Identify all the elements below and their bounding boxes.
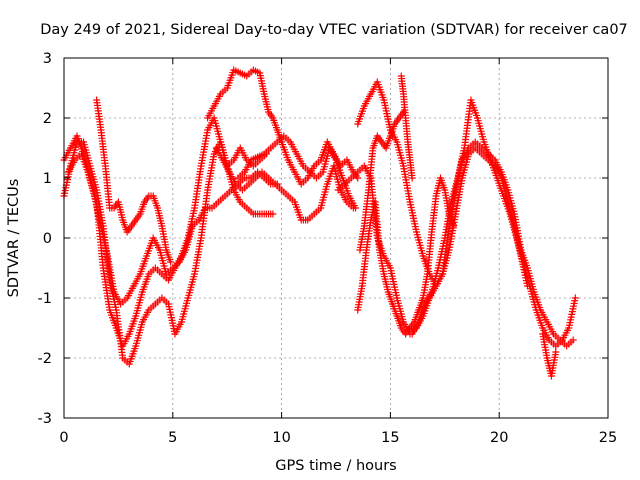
series-track-13 [408,96,579,350]
series-track-7 [234,132,360,212]
x-tick-label: 0 [59,430,68,446]
x-tick-label: 10 [272,430,290,446]
data-point-marker [354,174,362,182]
series-track-4 [93,96,175,266]
series-track-12 [397,72,416,182]
y-tick-labels: -3 -2 -1 0 1 2 3 [38,51,52,427]
x-tick-label: 20 [490,430,508,446]
x-tick-label: 15 [381,430,399,446]
y-tick-label: 0 [43,231,52,247]
data-point-marker [167,258,175,266]
series-track-3 [64,150,281,308]
series-track-10 [356,108,407,254]
y-axis-label: SDTVAR / TECUs [6,179,22,298]
data-point-marker [352,204,360,212]
x-axis-label: GPS time / hours [275,458,396,474]
data-point-marker [408,174,416,182]
series-track-14 [539,330,560,380]
axis-ticks [63,57,609,419]
data-point-marker [569,336,577,344]
x-tick-label: 25 [599,430,617,446]
y-tick-label: 3 [43,51,52,67]
data-point-marker [552,348,560,356]
data-point-marker [450,222,458,230]
y-tick-label: 1 [43,171,52,187]
chart-title: Day 249 of 2021, Sidereal Day-to-day VTE… [40,22,628,38]
data-point-marker [269,210,277,218]
series-track-6 [212,144,357,224]
x-tick-label: 5 [168,430,177,446]
data-points [60,66,579,380]
y-tick-label: -1 [38,291,52,307]
y-tick-label: -3 [38,411,52,427]
data-point-marker [571,294,579,302]
x-tick-labels: 0 5 10 15 20 25 [59,430,617,446]
y-tick-label: -2 [38,351,52,367]
y-tick-label: 2 [43,111,52,127]
